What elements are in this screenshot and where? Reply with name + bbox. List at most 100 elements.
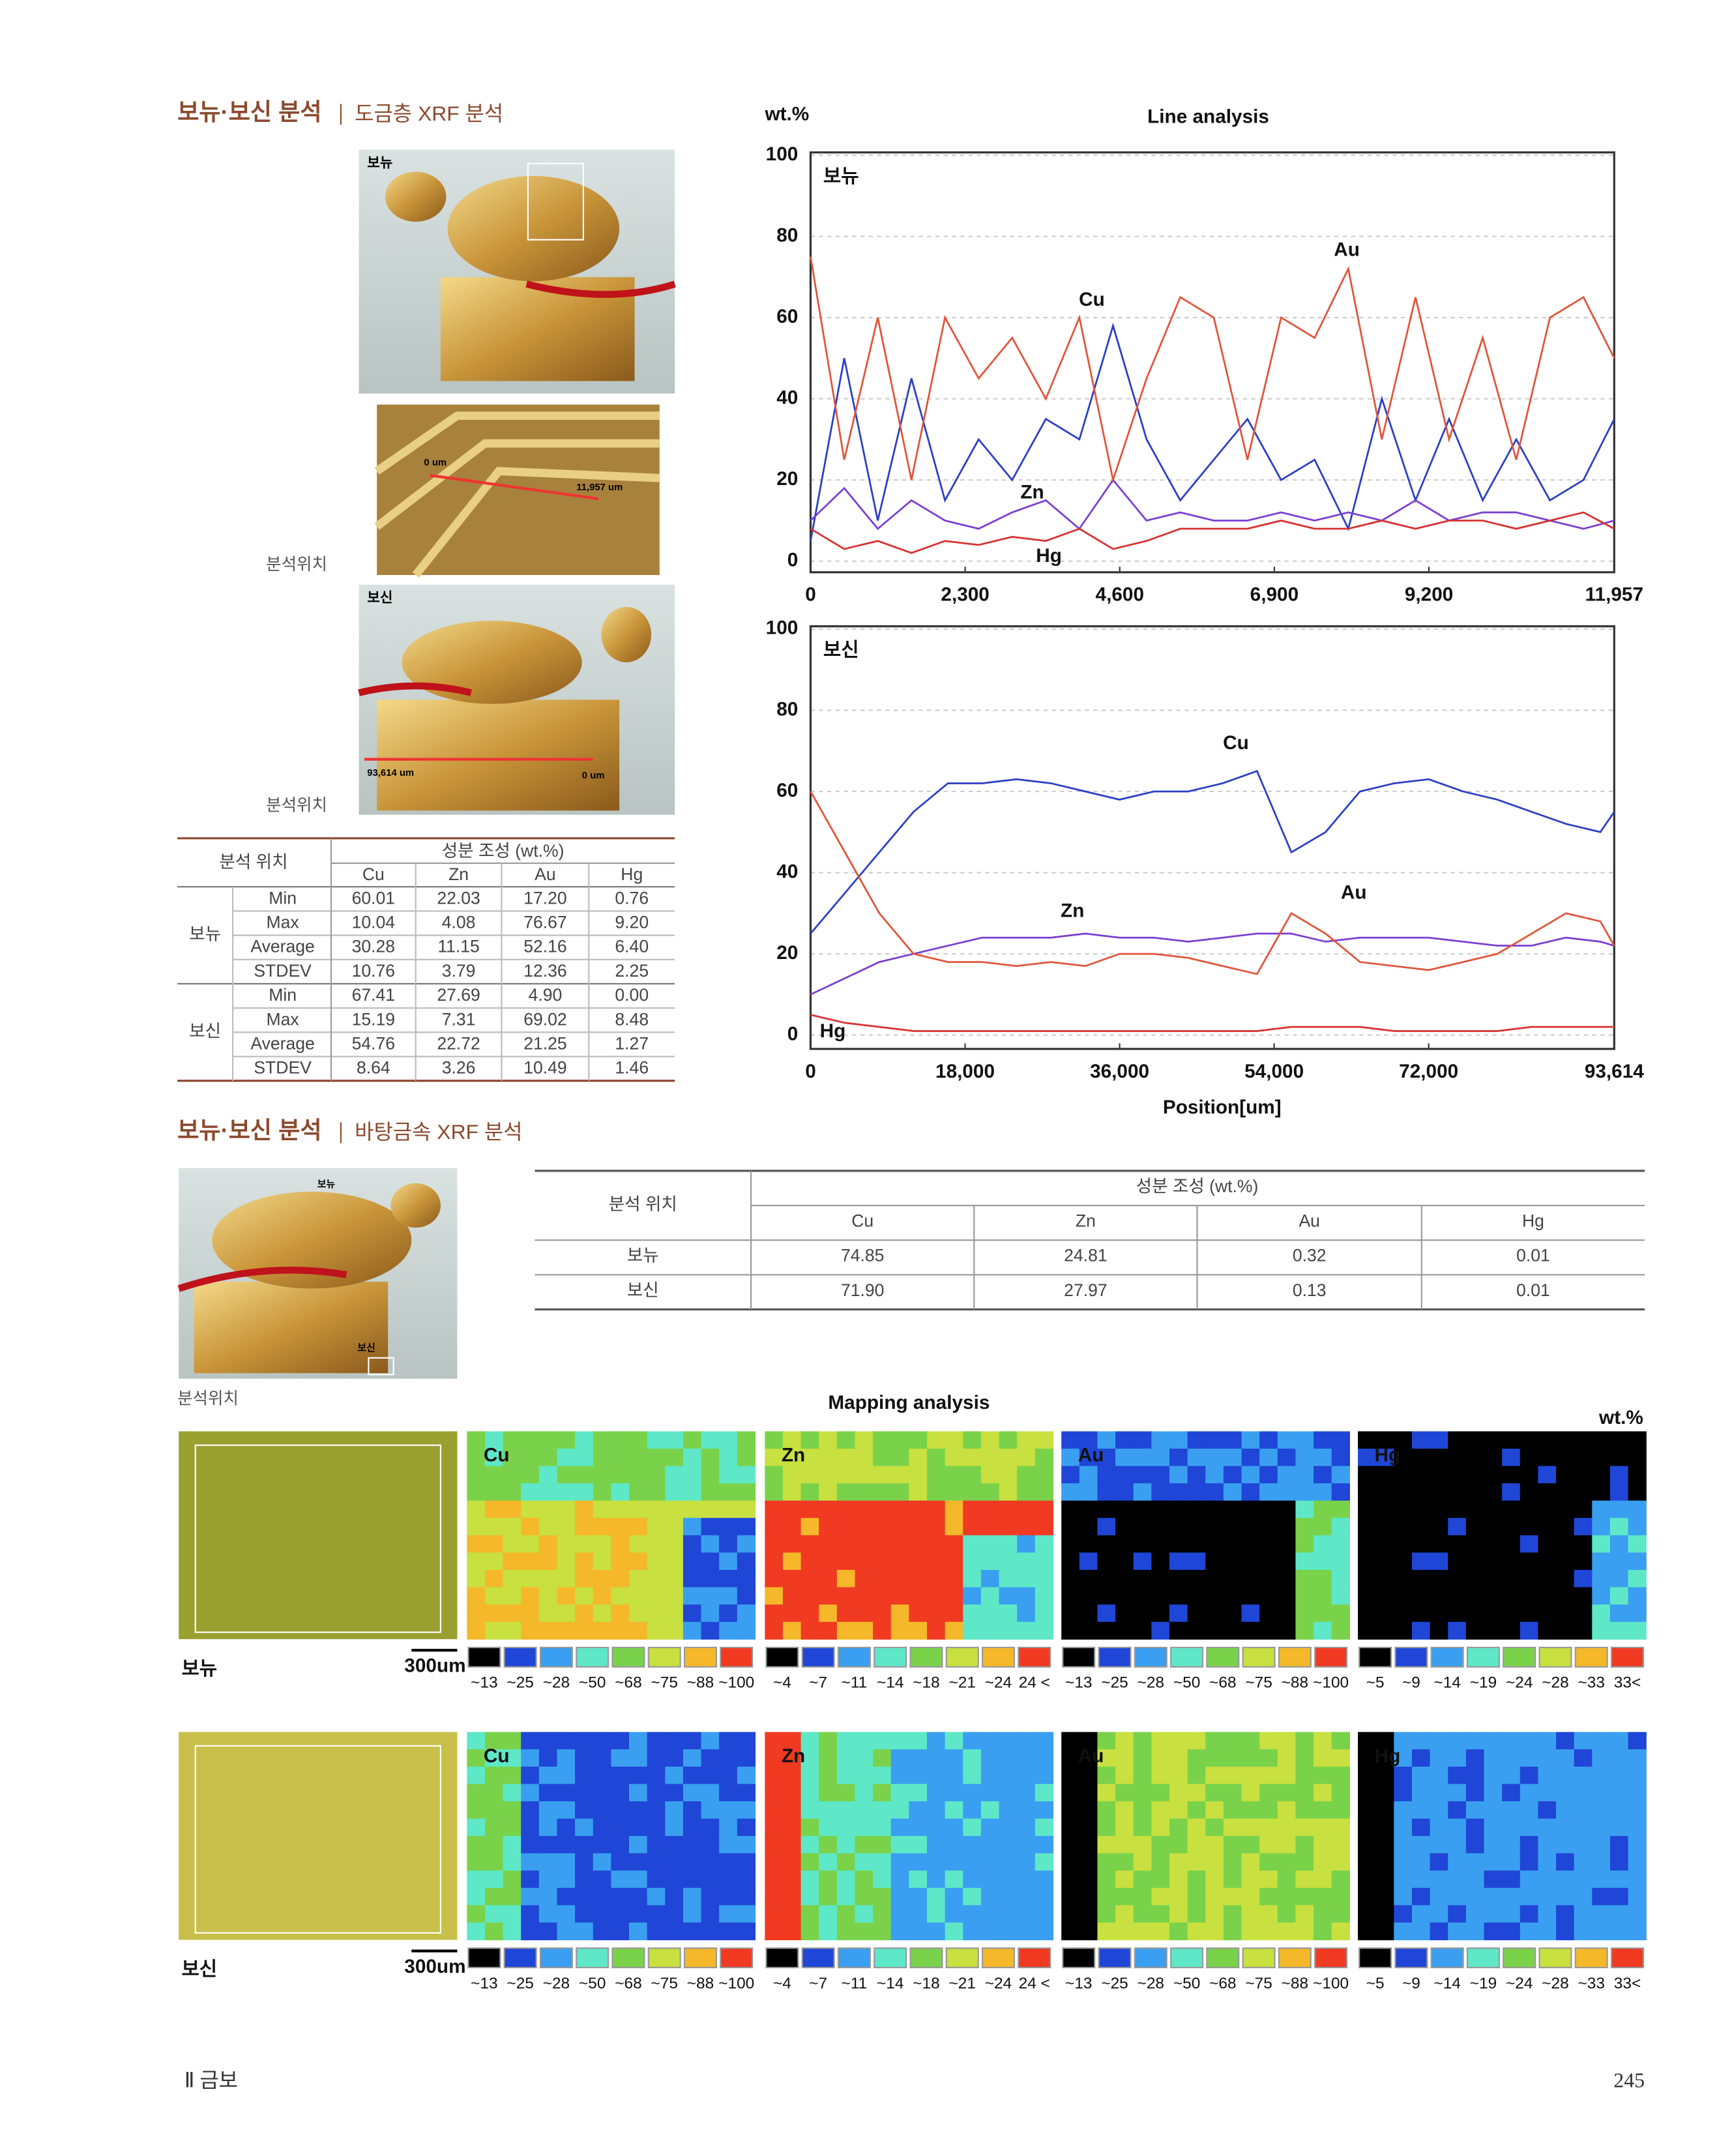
heatmap-cell	[701, 1922, 720, 1941]
heatmap-cell	[484, 1552, 504, 1571]
heatmap-cell	[467, 1552, 486, 1571]
heatmap-cell	[1314, 1500, 1332, 1518]
legend-swatch	[1242, 1646, 1276, 1668]
heatmap-cell	[782, 1621, 802, 1640]
heatmap-cell	[819, 1922, 838, 1941]
turtle-shell	[447, 175, 620, 282]
series-label: Hg	[1036, 545, 1062, 567]
heatmap-cell	[1035, 1483, 1054, 1501]
heatmap-cell	[1411, 1604, 1431, 1623]
heatmap-cell	[557, 1784, 576, 1802]
heatmap-cell	[557, 1818, 576, 1837]
heatmap-cell	[890, 1784, 910, 1802]
heatmap-cell	[557, 1870, 576, 1889]
heatmap-cell	[1035, 1621, 1054, 1640]
heatmap-cell	[855, 1784, 873, 1802]
heatmap-cell	[909, 1922, 928, 1941]
mapping-title: Mapping analysis	[828, 1392, 990, 1413]
heatmap-cell	[629, 1466, 648, 1484]
cord	[177, 1266, 347, 1292]
heatmap-cell	[557, 1431, 576, 1449]
heatmap-cell	[1484, 1466, 1503, 1484]
heatmap-cell	[1259, 1836, 1278, 1854]
heatmap-cell	[1430, 1836, 1448, 1854]
heatmap-cell	[765, 1870, 784, 1889]
heatmap-cell	[800, 1766, 819, 1784]
heatmap-cell	[1502, 1518, 1521, 1536]
heatmap-cell	[1259, 1535, 1278, 1554]
table-cell: 3.26	[442, 1058, 476, 1078]
heatmap-cell	[980, 1466, 1000, 1484]
heatmap-cell	[1035, 1604, 1054, 1623]
heatmap-cell	[1241, 1749, 1260, 1767]
heatmap-cell	[467, 1569, 486, 1588]
heatmap-cell	[1035, 1518, 1054, 1536]
heatmap-cell	[719, 1766, 738, 1784]
heatmap-cell	[1314, 1836, 1332, 1854]
heatmap-cell	[855, 1431, 873, 1449]
heatmap-cell	[1628, 1836, 1647, 1854]
heatmap-cell	[611, 1449, 630, 1467]
unit-label: wt.%	[1598, 1407, 1643, 1428]
heatmap-cell	[467, 1518, 486, 1536]
heatmap-cell	[873, 1518, 892, 1536]
heatmap-cell	[611, 1569, 630, 1588]
heatmap-cell	[1017, 1922, 1036, 1941]
heatmap-cell	[1628, 1784, 1647, 1802]
micrograph	[179, 1732, 458, 1940]
heatmap-cell	[1465, 1818, 1485, 1837]
heatmap-cell	[1035, 1466, 1054, 1484]
heatmap-cell	[1430, 1569, 1448, 1588]
heatmap-cell	[963, 1870, 982, 1889]
heatmap-cell	[484, 1801, 504, 1820]
heatmap-cell	[1035, 1587, 1054, 1605]
heatmap-cell	[1628, 1870, 1647, 1889]
heatmap-cell	[1133, 1732, 1152, 1750]
legend-label: ~4	[773, 1674, 791, 1692]
heatmap-cell	[1538, 1905, 1557, 1923]
heatmap-cell	[1556, 1853, 1575, 1871]
heatmap-cell	[1061, 1569, 1080, 1588]
heatmap-cell	[647, 1836, 666, 1854]
heatmap-cell	[1628, 1818, 1647, 1837]
scan-label: 0 um	[424, 458, 447, 468]
heatmap-cell	[782, 1732, 802, 1750]
heatmap-cell	[855, 1766, 873, 1784]
heatmap-cell	[1484, 1801, 1503, 1820]
heatmap-cell	[800, 1784, 819, 1802]
heatmap-cell	[1115, 1818, 1134, 1837]
heatmap-cell	[1394, 1749, 1413, 1767]
heatmap-cell	[1017, 1621, 1036, 1640]
heatmap-cell	[980, 1569, 1000, 1588]
heatmap-cell	[1061, 1500, 1080, 1518]
heatmap-cell	[1295, 1870, 1314, 1889]
legend-label: ~28	[1542, 1674, 1568, 1692]
heatmap-cell	[999, 1466, 1018, 1484]
heatmap-cell	[1115, 1784, 1134, 1802]
legend-swatch	[576, 1646, 609, 1668]
heatmap-cell	[1519, 1732, 1539, 1750]
heatmap-cell	[1484, 1766, 1503, 1784]
heatmap-cell	[999, 1483, 1018, 1501]
heatmap-cell	[873, 1784, 892, 1802]
heatmap-cell	[927, 1535, 946, 1554]
legend-label: ~68	[1209, 1674, 1236, 1692]
heatmap-cell	[1241, 1518, 1260, 1536]
heatmap-cell	[1430, 1749, 1448, 1767]
heatmap-cell	[1556, 1621, 1575, 1640]
heatmap-cell	[1259, 1587, 1278, 1605]
heatmap-cell	[719, 1801, 738, 1820]
heatmap-cell	[1061, 1905, 1080, 1923]
table-cell: 11.15	[437, 937, 479, 956]
y-tick-label: 80	[776, 698, 798, 720]
heatmap-cell	[683, 1922, 702, 1941]
heatmap-cell	[665, 1853, 684, 1871]
heatmap-cell	[1115, 1801, 1134, 1820]
heatmap-cell	[538, 1552, 558, 1571]
heatmap-cell	[1314, 1604, 1332, 1623]
heatmap-cell	[1538, 1621, 1557, 1640]
heatmap-cell	[1295, 1801, 1314, 1820]
heatmap-cell	[800, 1887, 819, 1906]
heatmap-cell	[1358, 1801, 1377, 1820]
heatmap-cell	[593, 1853, 612, 1871]
